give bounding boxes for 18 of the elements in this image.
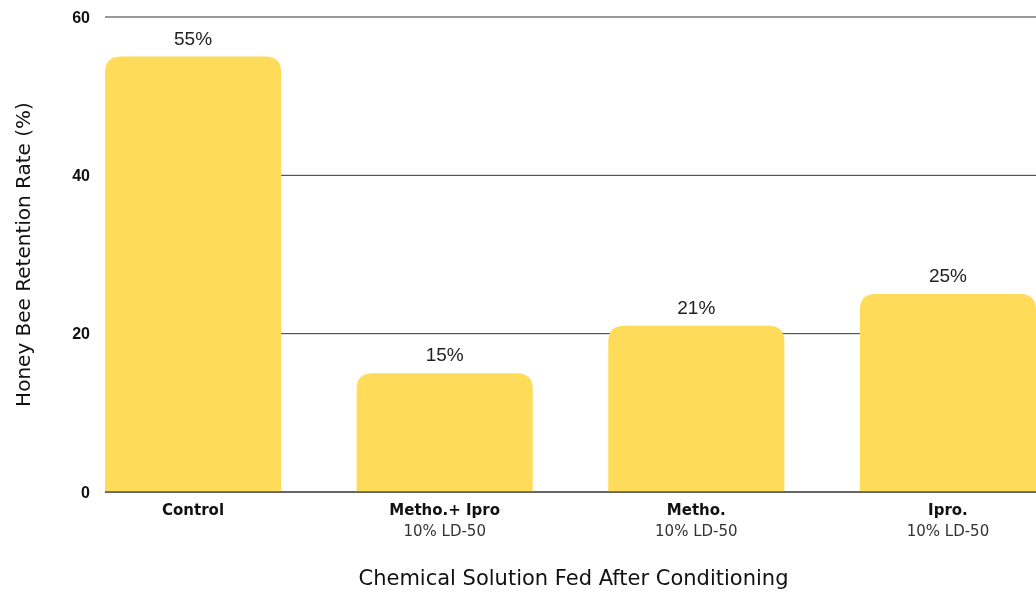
y-tick-label: 0: [81, 483, 91, 501]
x-tick-label: Metho. 10% LD-50: [655, 501, 738, 540]
x-tick-label: Ipro. 10% LD-50: [906, 501, 990, 540]
y-axis-title: Honey Bee Retention Rate (%): [11, 102, 35, 407]
x-tick-label: Control: [162, 501, 225, 519]
y-tick-label: 40: [72, 166, 91, 184]
data-label: 15%: [425, 344, 464, 366]
x-tick-label: Metho.+ Ipro 10% LD-50: [389, 501, 501, 540]
y-tick-label: 20: [72, 325, 91, 343]
data-label: 25%: [928, 265, 968, 287]
bar: [105, 56, 282, 492]
data-label: 55%: [174, 27, 213, 49]
y-tick-label: 60: [72, 8, 91, 26]
bar: [608, 325, 785, 492]
bar: [356, 373, 533, 492]
bar: [859, 294, 1036, 492]
x-axis-title: Chemical Solution Fed After Conditioning: [358, 566, 789, 590]
data-label: 21%: [677, 296, 716, 318]
